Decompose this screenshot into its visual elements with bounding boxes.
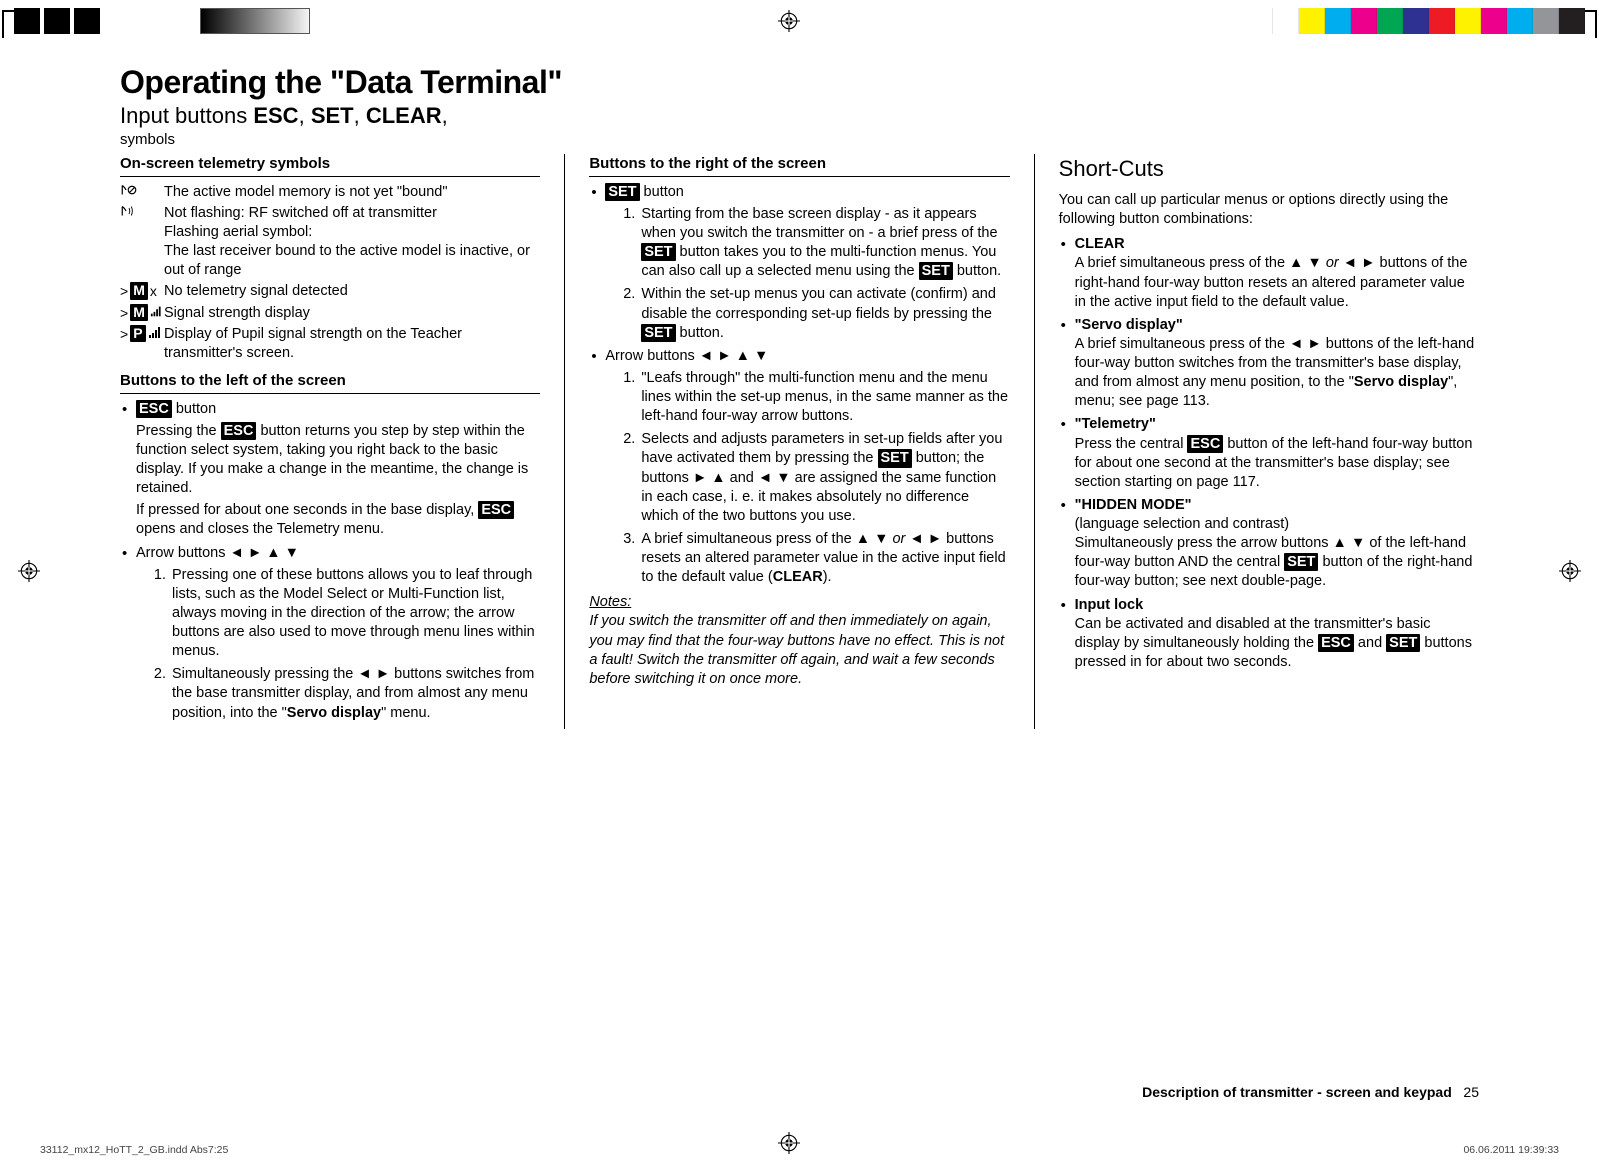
shortcut-hidden-body: Simultaneously press the arrow buttons ▲…	[1075, 534, 1479, 591]
color-square	[1273, 8, 1299, 34]
esc-badge: ESC	[136, 400, 172, 418]
set-ordered-list: Starting from the base screen display - …	[605, 205, 1009, 343]
arrow-left-ordered-list: Pressing one of these buttons allows you…	[136, 566, 540, 723]
esc-paragraph-2: If pressed for about one seconds in the …	[136, 501, 540, 539]
arrow-glyphs: ◄ ► ▲ ▼	[230, 545, 300, 561]
symbol-row-pupil-signal: >P Display of Pupil signal strength on t…	[120, 325, 540, 363]
shortcut-servo-display: "Servo display" A brief simultaneous pre…	[1059, 316, 1479, 412]
shortcut-hidden-sub: (language selection and contrast)	[1075, 515, 1479, 534]
column-separator-1	[564, 154, 565, 729]
page-body: Operating the "Data Terminal" Input butt…	[120, 64, 1479, 1104]
color-square	[1455, 8, 1481, 34]
indesign-file-stamp: 33112_mx12_HoTT_2_GB.indd Abs7:25	[40, 1144, 228, 1156]
p-bars-icon: >P	[120, 325, 164, 343]
column-separator-2	[1034, 154, 1035, 729]
registration-cross-left	[18, 560, 40, 582]
shortcuts-list: CLEAR A brief simultaneous press of the …	[1059, 235, 1479, 672]
column-left: On-screen telemetry symbols The active m…	[120, 154, 540, 729]
color-square	[1481, 8, 1507, 34]
shortcut-clear-body: A brief simultaneous press of the ▲ ▼ or…	[1075, 254, 1479, 311]
symbol-row-unbound: The active model memory is not yet "boun…	[120, 183, 540, 202]
symbol-row-signal-strength: >M Signal strength display	[120, 304, 540, 323]
shortcut-hidden-mode: "HIDDEN MODE" (language selection and co…	[1059, 496, 1479, 592]
shortcut-input-lock: Input lock Can be activated and disabled…	[1059, 596, 1479, 673]
arrow-left-li1: Pressing one of these buttons allows you…	[170, 566, 540, 662]
shortcut-telemetry: "Telemetry" Press the central ESC button…	[1059, 415, 1479, 492]
footer-label: Description of transmitter - screen and …	[1142, 1084, 1452, 1100]
page-subsubtitle: symbols	[120, 131, 1479, 148]
notes-heading: Notes:	[589, 593, 1009, 612]
set-li2: Within the set-up menus you can activate…	[639, 285, 1009, 342]
subtitle-esc: ESC	[253, 103, 298, 128]
symbol-text-pupil-signal: Display of Pupil signal strength on the …	[164, 325, 540, 363]
symbol-row-no-telemetry: >M x No telemetry signal detected	[120, 282, 540, 301]
shortcut-servo-body: A brief simultaneous press of the ◄ ► bu…	[1075, 335, 1479, 412]
right-buttons-list: SET button Starting from the base screen…	[589, 183, 1009, 588]
arrow-glyphs-right: ◄ ► ▲ ▼	[699, 348, 769, 364]
set-badge: SET	[605, 183, 639, 201]
esc-button-item: ESC button Pressing the ESC button retur…	[120, 400, 540, 540]
color-square	[1247, 8, 1273, 34]
shortcut-clear: CLEAR A brief simultaneous press of the …	[1059, 235, 1479, 312]
column-right: Short-Cuts You can call up particular me…	[1059, 154, 1479, 729]
color-square	[1429, 8, 1455, 34]
registration-cross-top	[778, 10, 800, 32]
antenna-slash-icon	[120, 183, 164, 197]
notes-body: If you switch the transmitter off and th…	[589, 612, 1009, 689]
column-middle: Buttons to the right of the screen SET b…	[589, 154, 1009, 729]
symbol-text-no-telemetry: No telemetry signal detected	[164, 282, 540, 301]
page-subtitle: Input buttons ESC, SET, CLEAR,	[120, 103, 1479, 129]
shortcut-input-lock-body: Can be activated and disabled at the tra…	[1075, 615, 1479, 672]
arrow-right-li3: A brief simultaneous press of the ▲ ▼ or…	[639, 530, 1009, 587]
antenna-waves-icon	[120, 204, 164, 218]
color-square	[1403, 8, 1429, 34]
left-buttons-list: ESC button Pressing the ESC button retur…	[120, 400, 540, 723]
symbol-row-aerial: Not flashing: RF switched off at transmi…	[120, 204, 540, 281]
set-button-item: SET button Starting from the base screen…	[589, 183, 1009, 343]
arrow-right-li1: "Leafs through" the multi-function menu …	[639, 369, 1009, 426]
color-square	[1299, 8, 1325, 34]
color-square	[1325, 8, 1351, 34]
m-x-icon: >M x	[120, 282, 164, 300]
color-square	[1507, 8, 1533, 34]
symbol-text-signal-strength: Signal strength display	[164, 304, 540, 323]
color-square	[1377, 8, 1403, 34]
symbol-text-unbound: The active model memory is not yet "boun…	[164, 183, 540, 202]
gray-scale-strip	[200, 8, 310, 34]
subtitle-set: SET	[311, 103, 354, 128]
footer-page-number: 25	[1463, 1084, 1479, 1100]
shortcut-telemetry-body: Press the central ESC button of the left…	[1075, 435, 1479, 492]
color-bar	[1247, 8, 1585, 34]
esc-paragraph-1: Pressing the ESC button returns you step…	[136, 422, 540, 499]
page-footer: Description of transmitter - screen and …	[1142, 1084, 1479, 1100]
arrow-buttons-left-item: Arrow buttons ◄ ► ▲ ▼ Pressing one of th…	[120, 544, 540, 723]
arrow-buttons-right-item: Arrow buttons ◄ ► ▲ ▼ "Leafs through" th…	[589, 347, 1009, 588]
shortcuts-title: Short-Cuts	[1059, 154, 1479, 183]
arrow-right-ordered-list: "Leafs through" the multi-function menu …	[605, 369, 1009, 587]
registration-blocks-left	[14, 8, 104, 34]
set-li1: Starting from the base screen display - …	[639, 205, 1009, 282]
registration-cross-bottom	[778, 1132, 800, 1154]
subtitle-prefix: Input buttons	[120, 103, 253, 128]
content-columns: On-screen telemetry symbols The active m…	[120, 154, 1479, 729]
m-bars-icon: >M	[120, 304, 164, 322]
section-head-right-buttons: Buttons to the right of the screen	[589, 154, 1009, 177]
arrow-left-li2: Simultaneously pressing the ◄ ► buttons …	[170, 665, 540, 722]
color-square	[1533, 8, 1559, 34]
color-square	[1559, 8, 1585, 34]
export-timestamp: 06.06.2011 19:39:33	[1463, 1144, 1559, 1156]
section-head-left-buttons: Buttons to the left of the screen	[120, 371, 540, 394]
page-title: Operating the "Data Terminal"	[120, 64, 1479, 101]
registration-cross-right	[1559, 560, 1581, 582]
shortcuts-intro: You can call up particular menus or opti…	[1059, 191, 1479, 229]
color-square	[1351, 8, 1377, 34]
subtitle-clear: CLEAR	[366, 103, 442, 128]
arrow-right-li2: Selects and adjusts parameters in set-up…	[639, 430, 1009, 526]
section-head-telemetry-symbols: On-screen telemetry symbols	[120, 154, 540, 177]
symbol-text-aerial: Not flashing: RF switched off at transmi…	[164, 204, 540, 281]
printer-registration-top	[0, 8, 1599, 40]
